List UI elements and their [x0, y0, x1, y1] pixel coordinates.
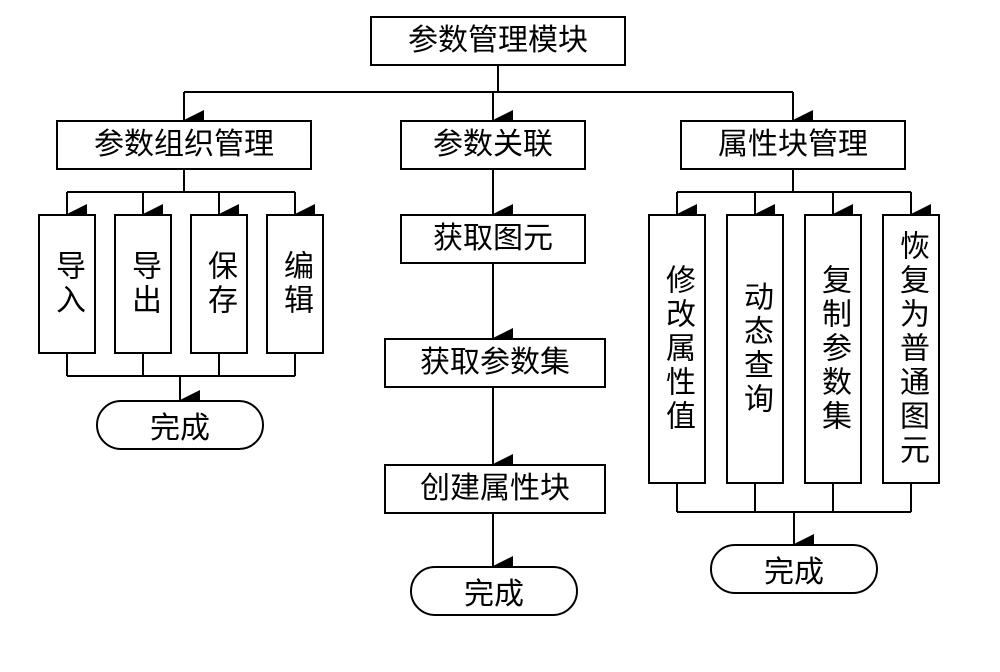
right-leaf-1: 动态查询	[726, 214, 784, 484]
diagram-canvas: 参数管理模块参数组织管理 参数关联 属性块管理导入导出保存编辑完成 获取图元获取参数集…	[0, 0, 1000, 672]
root-node-label: 参数管理模块	[408, 25, 588, 57]
left-leaf-0-label: 导入	[52, 250, 82, 318]
mid-step-2: 创建属性块	[384, 464, 606, 514]
right-leaf-2: 复制参数集	[804, 214, 862, 484]
mid-step-0-label: 获取图元	[433, 223, 553, 255]
mid-step-2-label: 创建属性块	[420, 473, 570, 505]
left-leaf-0: 导入	[38, 214, 96, 354]
branch-mid: 参数关联	[400, 120, 586, 170]
branch-right: 属性块管理	[680, 120, 906, 170]
left-done: 完成	[96, 400, 264, 450]
right-leaf-3: 恢复为普通图元	[882, 214, 940, 484]
branch-left: 参数组织管理	[56, 120, 312, 170]
right-leaf-0-label: 修改属性值	[662, 264, 692, 434]
branch-mid-label: 参数关联	[433, 129, 553, 161]
right-leaf-3-label: 恢复为普通图元	[896, 230, 926, 468]
left-leaf-1: 导出	[114, 214, 172, 354]
right-leaf-1-label: 动态查询	[740, 281, 770, 417]
branch-left-label: 参数组织管理	[94, 129, 274, 161]
right-done: 完成	[710, 544, 878, 594]
mid-done: 完成	[410, 566, 578, 616]
left-done-label: 完成	[150, 403, 210, 447]
mid-done-label: 完成	[464, 569, 524, 613]
left-leaf-2: 保存	[190, 214, 248, 354]
mid-step-0: 获取图元	[400, 214, 586, 264]
left-leaf-2-label: 保存	[204, 250, 234, 318]
right-done-label: 完成	[764, 547, 824, 591]
right-leaf-0: 修改属性值	[648, 214, 706, 484]
root-node: 参数管理模块	[370, 16, 626, 66]
left-leaf-3-label: 编辑	[280, 250, 310, 318]
mid-step-1: 获取参数集	[384, 338, 606, 388]
left-leaf-1-label: 导出	[128, 250, 158, 318]
branch-right-label: 属性块管理	[718, 129, 868, 161]
mid-step-1-label: 获取参数集	[420, 347, 570, 379]
left-leaf-3: 编辑	[266, 214, 324, 354]
right-leaf-2-label: 复制参数集	[818, 264, 848, 434]
